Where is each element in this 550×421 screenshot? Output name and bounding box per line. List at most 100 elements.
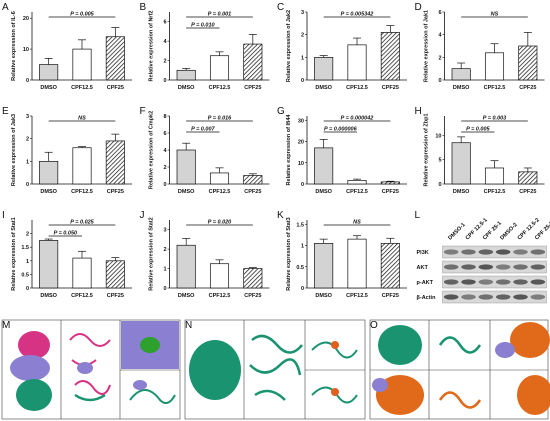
- x-tick-label: CPF12.5: [346, 85, 368, 91]
- y-tick-label: 10: [23, 47, 29, 53]
- error-bar: [111, 257, 120, 261]
- y-axis-label: Relative expression of Zbp1: [424, 113, 430, 186]
- y-tick-label: 10: [435, 133, 441, 139]
- significance-label: P = 0.025: [70, 220, 94, 226]
- x-tick-label: CPF12.5: [209, 85, 231, 91]
- significance-label: P = 0.005342: [341, 12, 374, 18]
- y-tick-label: 1: [26, 159, 29, 165]
- y-tick-label: 0: [26, 286, 29, 292]
- error-bar: [78, 39, 86, 50]
- band: [513, 294, 528, 300]
- x-tick-label: CPF12.5: [484, 189, 506, 195]
- band: [495, 279, 511, 285]
- x-tick-label: CPF25: [244, 293, 261, 299]
- protein-label: PI3K: [417, 250, 429, 256]
- y-tick-label: 1: [301, 55, 304, 61]
- x-tick-label: CPF25: [107, 85, 124, 91]
- bar: [451, 68, 471, 81]
- panel-label: M: [2, 320, 10, 331]
- band: [513, 249, 528, 255]
- y-tick-label: 2: [26, 137, 29, 143]
- error-bar: [490, 160, 499, 168]
- x-tick-label: CPF25: [107, 293, 124, 299]
- panel-label: E: [2, 106, 9, 117]
- bar: [518, 171, 538, 185]
- y-tick-label: 0: [163, 182, 166, 188]
- y-tick-label: 20: [23, 16, 29, 22]
- bar: [72, 257, 92, 289]
- error-bar: [44, 151, 53, 162]
- band: [513, 264, 528, 270]
- x-tick-label: CPF25: [519, 189, 536, 195]
- y-tick-label: 1: [301, 244, 304, 250]
- x-tick-label: DMSO: [178, 293, 195, 299]
- y-tick-label: 6: [163, 131, 166, 137]
- bar: [209, 172, 230, 185]
- y-tick-label: 1: [163, 267, 166, 273]
- error-bar: [457, 136, 466, 143]
- y-tick-label: 0: [163, 286, 166, 292]
- bar: [314, 243, 334, 289]
- blot-strip: [442, 275, 547, 289]
- protein-label: β-Actin: [417, 295, 437, 301]
- y-tick-label: 1: [26, 259, 29, 265]
- y-tick-label: 20: [298, 140, 304, 146]
- bar: [176, 69, 196, 81]
- significance-label: P = 0.000006: [324, 127, 358, 133]
- band: [461, 279, 476, 285]
- x-tick-label: DMSO: [453, 189, 470, 195]
- y-tick-label: 2: [163, 59, 166, 65]
- y-axis-label: Relative expression of Stat2: [149, 217, 155, 290]
- x-tick-label: DMSO: [40, 293, 57, 299]
- panel-label: H: [415, 106, 422, 117]
- y-axis-label: Relative expression of Cmpk2: [149, 111, 155, 189]
- x-tick-label: CPF12.5: [484, 85, 506, 91]
- band: [443, 264, 459, 270]
- significance-label: P = 0.001: [208, 12, 232, 18]
- y-tick-label: 0: [301, 286, 304, 292]
- band: [530, 279, 546, 285]
- y-tick-label: 2: [26, 232, 29, 238]
- error-bar: [78, 250, 86, 259]
- panel-label: B: [140, 2, 147, 13]
- y-tick-label: 0.5: [296, 265, 304, 271]
- y-tick-label: 0: [301, 182, 304, 188]
- error-bar: [353, 178, 361, 181]
- bar: [518, 45, 538, 81]
- bar: [484, 167, 505, 185]
- y-tick-label: 0: [163, 78, 166, 84]
- x-tick-label: DMSO: [315, 293, 332, 299]
- bar: [176, 149, 196, 185]
- y-axis-label: Relative expression of IL-6: [11, 11, 17, 81]
- significance-label: NS: [353, 220, 361, 226]
- bar: [484, 52, 505, 81]
- error-bar: [215, 51, 224, 56]
- y-tick-label: 0: [438, 78, 441, 84]
- error-bar: [182, 238, 191, 246]
- y-tick-label: 2: [163, 165, 166, 171]
- y-tick-label: 4: [163, 39, 167, 45]
- band: [530, 264, 546, 270]
- error-bar: [457, 62, 466, 69]
- panel-label: A: [2, 2, 9, 13]
- y-tick-label: 6: [163, 20, 166, 26]
- x-tick-label: CPF12.5: [71, 189, 93, 195]
- y-axis-label: Relative expression of Jak2: [286, 10, 292, 82]
- bar: [380, 181, 400, 185]
- band: [530, 294, 546, 300]
- significance-label: NS: [491, 12, 499, 18]
- panel-label: D: [415, 2, 422, 13]
- y-axis-label: Relative expression of Jak1: [424, 10, 430, 82]
- error-bar: [182, 67, 191, 71]
- band: [443, 294, 459, 300]
- bar: [176, 244, 196, 289]
- band: [461, 249, 476, 255]
- x-tick-label: DMSO: [315, 85, 332, 91]
- significance-label: P = 0.050: [54, 231, 78, 237]
- panel-label: O: [370, 320, 378, 331]
- bar: [451, 142, 471, 185]
- lane-label: DMSO-1: [447, 222, 466, 241]
- panel-label: L: [415, 210, 421, 221]
- y-axis-label: Relative expression of Jak3: [11, 114, 17, 186]
- x-tick-label: DMSO: [315, 189, 332, 195]
